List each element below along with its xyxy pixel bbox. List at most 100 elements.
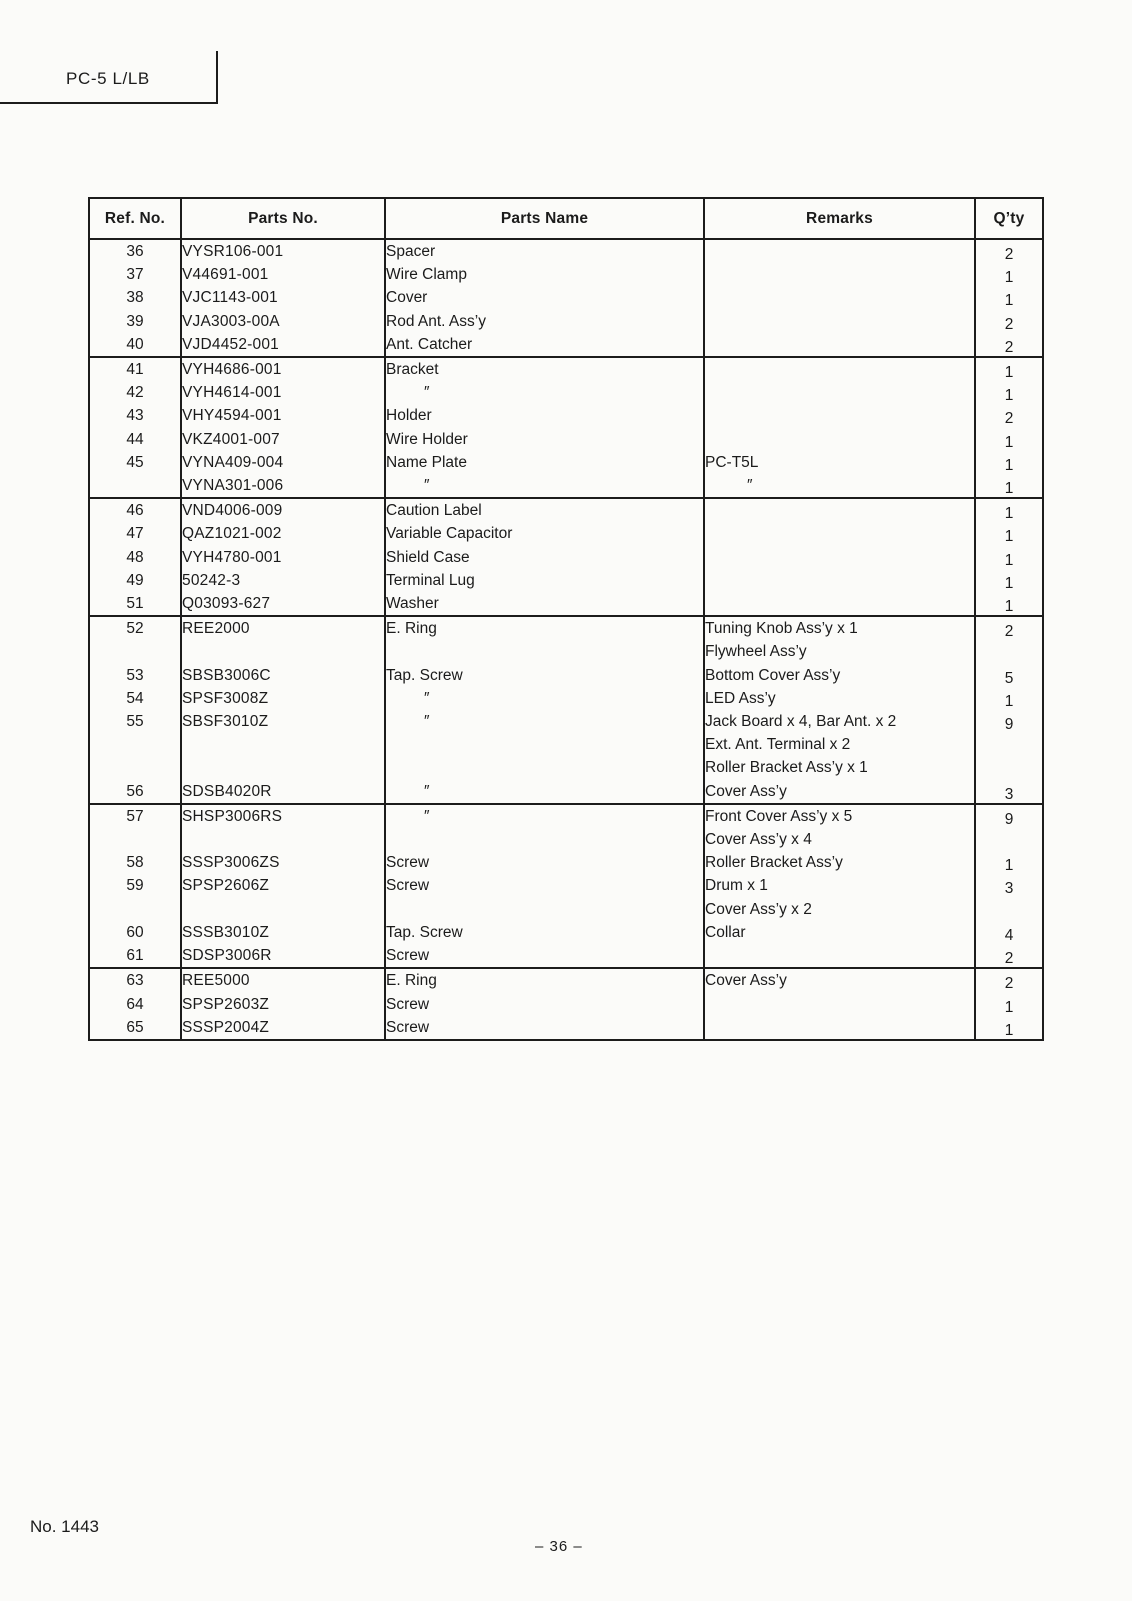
table-row: 41 VYH4686-001 Bracket 1 bbox=[89, 357, 1043, 382]
ref-no-cell: 45 bbox=[89, 450, 182, 475]
ref-no-cell: 37 bbox=[89, 263, 182, 287]
table-row: 44 VKZ4001-007 Wire Holder 1 bbox=[89, 427, 1043, 451]
parts-name-cell: Cover bbox=[385, 286, 705, 310]
parts-no-cell: QAZ1021-002 bbox=[181, 522, 386, 546]
table-row: 49 50242-3 Terminal Lug 1 bbox=[89, 568, 1043, 593]
ref-no-cell: 59 bbox=[89, 874, 182, 898]
parts-name-cell: Screw bbox=[385, 874, 705, 898]
doc-number: No. 1443 bbox=[30, 1517, 99, 1536]
parts-no-cell: REE2000 bbox=[181, 616, 386, 641]
parts-group: 57 SHSP3006RS ″ Front Cover Ass’y x 5 9 Cover… bbox=[89, 803, 1043, 969]
qty-value: 1 bbox=[1004, 692, 1014, 710]
ref-no-cell: 47 bbox=[89, 522, 182, 546]
qty-cell: 3 bbox=[975, 874, 1043, 897]
parts-name-cell: ″ bbox=[385, 803, 705, 829]
remarks-cell bbox=[704, 309, 976, 333]
table-row: 47 QAZ1021-002 Variable Capacitor 1 bbox=[89, 522, 1043, 546]
parts-no-cell: SPSF3008Z bbox=[181, 686, 386, 711]
qty-cell bbox=[975, 640, 1043, 663]
remarks-cell: Tuning Knob Ass’y x 1 bbox=[704, 616, 976, 641]
parts-no-cell: SSSB3010Z bbox=[181, 920, 386, 945]
table-row: 45 VYNA409-004 Name Plate PC-T5L 1 bbox=[89, 450, 1043, 475]
table-row: 52 REE2000 E. Ring Tuning Knob Ass’y x 1 2 bbox=[89, 616, 1043, 641]
parts-name-cell bbox=[385, 828, 705, 852]
qty-value: 1 bbox=[1004, 292, 1014, 310]
parts-no-cell: 50242-3 bbox=[181, 568, 386, 593]
parts-no-cell bbox=[181, 640, 386, 664]
ref-no-cell: 42 bbox=[89, 381, 182, 405]
parts-group: 63 REE5000 E. Ring Cover Ass’y 2 64 SPSP2603Z S… bbox=[89, 968, 1043, 1040]
parts-group: 41 VYH4686-001 Bracket 1 42 VYH4614-001 ″ 1 43 VH… bbox=[89, 357, 1043, 499]
remarks-cell bbox=[704, 592, 976, 617]
ref-no-cell: 36 bbox=[89, 239, 182, 264]
table-row: 54 SPSF3008Z ″ LED Ass’y 1 bbox=[89, 686, 1043, 711]
ref-no-cell: 54 bbox=[89, 686, 182, 711]
qty-value: 1 bbox=[1004, 364, 1014, 382]
table-row: Flywheel Ass’y bbox=[89, 640, 1043, 664]
parts-name-cell: Spacer bbox=[385, 239, 705, 264]
table-row: 46 VND4006-009 Caution Label 1 bbox=[89, 498, 1043, 523]
qty-value: 1 bbox=[1004, 551, 1014, 569]
table-row: 61 SDSP3006R Screw 2 bbox=[89, 944, 1043, 969]
qty-value: 4 bbox=[1004, 926, 1014, 944]
parts-name-cell: Screw bbox=[385, 992, 705, 1016]
qty-value: 2 bbox=[1004, 950, 1014, 968]
parts-no-cell: SSSP2004Z bbox=[181, 1015, 386, 1040]
qty-value: 1 bbox=[1004, 433, 1014, 451]
parts-name-cell: ″ bbox=[385, 381, 705, 405]
parts-name-cell bbox=[385, 640, 705, 664]
remarks-cell bbox=[704, 381, 976, 405]
qty-cell: 1 bbox=[975, 451, 1043, 474]
parts-no-cell: SBSF3010Z bbox=[181, 710, 386, 734]
table-row: 60 SSSB3010Z Tap. Screw Collar 4 bbox=[89, 920, 1043, 945]
remarks-cell: Front Cover Ass’y x 5 bbox=[704, 803, 976, 829]
ref-no-cell: 57 bbox=[89, 803, 182, 829]
parts-no-cell: VJA3003-00A bbox=[181, 309, 386, 333]
header-qty: Q’ty bbox=[975, 198, 1043, 240]
parts-name-cell bbox=[385, 733, 705, 757]
remarks-cell bbox=[704, 1015, 976, 1040]
parts-name-cell: ″ bbox=[385, 474, 705, 499]
parts-name-cell: E. Ring bbox=[385, 968, 705, 993]
qty-value: 1 bbox=[1004, 998, 1014, 1016]
model-tab: PC-5 L/LB bbox=[0, 51, 218, 104]
remarks-cell: ″ bbox=[704, 474, 976, 499]
parts-name-cell: Screw bbox=[385, 944, 705, 969]
qty-cell: 1 bbox=[975, 993, 1043, 1016]
parts-no-cell: Q03093-627 bbox=[181, 592, 386, 617]
remarks-cell bbox=[704, 286, 976, 310]
remarks-cell bbox=[704, 944, 976, 969]
table-row: VYNA301-006 ″ ″ 1 bbox=[89, 474, 1043, 499]
qty-cell: 1 bbox=[975, 263, 1043, 286]
parts-name-cell bbox=[385, 756, 705, 780]
qty-cell bbox=[975, 828, 1043, 851]
table-row: 58 SSSP3006ZS Screw Roller Bracket Ass’y 1 bbox=[89, 851, 1043, 875]
parts-name-cell: Wire Clamp bbox=[385, 263, 705, 287]
parts-name-cell: Shield Case bbox=[385, 545, 705, 569]
qty-value: 1 bbox=[1004, 598, 1014, 616]
parts-no-cell: VYH4686-001 bbox=[181, 357, 386, 382]
qty-value: 2 bbox=[1004, 338, 1014, 356]
qty-value: 1 bbox=[1004, 528, 1014, 546]
remarks-cell: Bottom Cover Ass’y bbox=[704, 663, 976, 687]
parts-name-cell: Caution Label bbox=[385, 498, 705, 523]
parts-no-cell bbox=[181, 897, 386, 921]
remarks-cell bbox=[704, 522, 976, 546]
ref-no-cell: 65 bbox=[89, 1015, 182, 1040]
parts-no-cell: SPSP2603Z bbox=[181, 992, 386, 1016]
table-row: 51 Q03093-627 Washer 1 bbox=[89, 592, 1043, 617]
parts-name-cell: Holder bbox=[385, 404, 705, 428]
qty-cell bbox=[975, 898, 1043, 921]
parts-no-cell bbox=[181, 733, 386, 757]
remarks-cell: Roller Bracket Ass’y bbox=[704, 851, 976, 875]
ref-no-cell bbox=[89, 640, 182, 664]
parts-name-cell: Screw bbox=[385, 1015, 705, 1040]
parts-name-cell: Bracket bbox=[385, 357, 705, 382]
ref-no-cell: 60 bbox=[89, 920, 182, 945]
parts-name-cell bbox=[385, 897, 705, 921]
remarks-cell bbox=[704, 357, 976, 382]
remarks-cell: Cover Ass’y x 4 bbox=[704, 828, 976, 852]
table-row: 48 VYH4780-001 Shield Case 1 bbox=[89, 545, 1043, 569]
ref-no-cell: 41 bbox=[89, 357, 182, 382]
parts-no-cell: SDSP3006R bbox=[181, 944, 386, 969]
